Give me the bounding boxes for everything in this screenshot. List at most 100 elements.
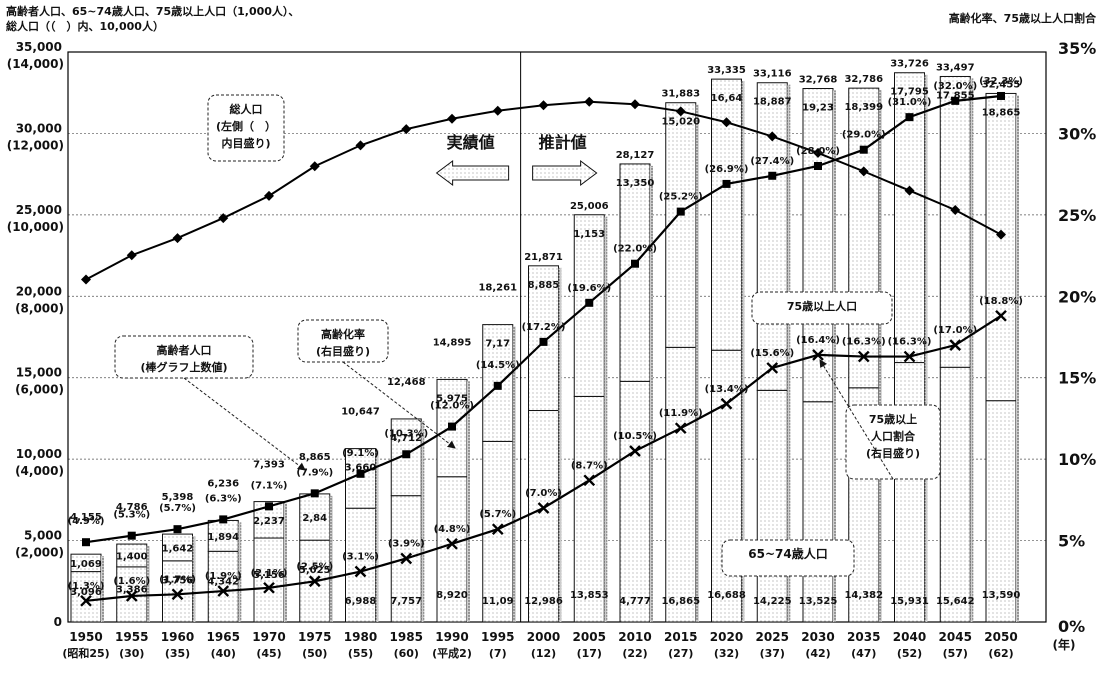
x-tick-label: 1995 <box>481 630 514 644</box>
bar-65-74-label: 15,642 <box>936 596 975 607</box>
x-tick-label-sub: (60) <box>394 647 419 660</box>
left-tick-label: 10,000 <box>16 447 62 461</box>
x-tick-label-sub: (47) <box>851 647 876 660</box>
bar-65-74 <box>345 507 376 623</box>
callout-box-over75-ratio <box>845 404 941 480</box>
over75-ratio-label: (17.0%) <box>933 325 977 336</box>
left-tick-label: 15,000 <box>16 366 62 380</box>
bar-total-label: 33,116 <box>753 69 792 80</box>
bar-75-plus <box>985 92 1017 402</box>
marker-total-population <box>630 99 640 110</box>
over75-ratio-label: (15.6%) <box>750 348 794 359</box>
x-tick-label: 1955 <box>115 630 148 644</box>
bar-65-74 <box>573 395 605 623</box>
right-tick-label: 30% <box>1058 124 1096 143</box>
bar-65-74-label: 14,225 <box>753 596 792 607</box>
bar-total-label: 18,261 <box>478 283 517 294</box>
bar-65-74-label: 7,757 <box>390 596 422 607</box>
marker-over75-ratio <box>308 575 321 588</box>
bar-shadow <box>924 74 928 623</box>
bar-65-74-label: 4,777 <box>619 596 651 607</box>
bar-65-74 <box>985 400 1017 623</box>
bar-75-plus <box>848 87 880 389</box>
bar-65-74-label: 4,342 <box>207 577 239 588</box>
marker-aging-rate <box>493 381 502 390</box>
right-tick-label: 15% <box>1058 369 1096 388</box>
x-tick-label-sub: (62) <box>988 647 1013 660</box>
over75-ratio-label: (18.8%) <box>979 296 1023 307</box>
callout-leader-aging-rate <box>342 361 456 449</box>
bar-65-74-label: 16,865 <box>661 596 700 607</box>
label-projection: 推計値 <box>539 133 587 152</box>
x-tick-label: 2050 <box>984 630 1017 644</box>
over75-ratio-label: (1.9%) <box>205 571 242 582</box>
bar-65-74-label: 11,09 <box>482 596 514 607</box>
x-tick-label-sub: (35) <box>165 647 190 660</box>
right-tick-label: 35% <box>1058 39 1096 58</box>
marker-total-population <box>767 131 778 142</box>
bar-75-plus <box>939 75 971 368</box>
aging-rate-label: (27.4%) <box>750 156 794 167</box>
left-tick-label: 5,000 <box>24 529 62 543</box>
bar-75-plus-label: 2,237 <box>253 516 285 527</box>
callout-leader-elderly-pop <box>183 377 306 471</box>
bar-total-label: 33,726 <box>890 59 929 70</box>
bar-65-74-label: 5,156 <box>253 570 285 581</box>
marker-total-population <box>492 105 503 116</box>
marker-over75-ratio <box>263 581 275 594</box>
bar-75-plus <box>756 82 788 391</box>
aging-rate-label: (32.0%) <box>933 81 977 92</box>
bar-75-plus-label: 1,894 <box>207 532 239 543</box>
bar-total-label: 32,768 <box>799 75 838 86</box>
bar-75-plus-label: 17,855 <box>936 90 975 101</box>
marker-total-population <box>126 250 137 261</box>
bar-65-74-label: 3,096 <box>70 587 102 598</box>
bar-65-74-label: 13,853 <box>570 590 609 601</box>
x-tick-label-sub: (57) <box>943 647 968 660</box>
left-tick-label-sub: (6,000) <box>15 383 64 397</box>
bar-total-label: 25,006 <box>570 201 609 212</box>
marker-aging-rate <box>82 538 90 547</box>
marker-aging-rate <box>631 259 639 268</box>
aging-rate-label: (4.9%) <box>68 516 105 527</box>
bar-total-label: 32,455 <box>982 79 1021 90</box>
marker-total-population <box>309 161 320 172</box>
marker-aging-rate <box>951 96 960 105</box>
bar-shadow <box>650 165 653 623</box>
x-tick-label: 2000 <box>527 630 560 644</box>
bar-shadow <box>284 503 287 622</box>
x-tick-label: 1990 <box>435 630 468 644</box>
callout-box-elderly-pop <box>114 335 254 379</box>
marker-total-population <box>172 233 183 244</box>
aging-rate-label: (25.2%) <box>659 192 703 203</box>
left-tick-label-sub: (8,000) <box>15 301 64 315</box>
bar-shadow <box>421 420 425 622</box>
marker-aging-rate <box>539 337 548 346</box>
x-tick-label-sub: (22) <box>622 647 647 660</box>
over75-ratio-label: (2.1%) <box>251 568 288 579</box>
x-tick-label-sub: (40) <box>211 647 236 660</box>
bar-65-74-label: 12,986 <box>524 596 563 607</box>
x-tick-label: 2030 <box>801 630 834 644</box>
left-axis-title-line1: 高齢者人口、65~74歳人口、75歳以上人口（1,000人）、 <box>6 5 300 18</box>
bar-75-plus <box>665 102 697 348</box>
bar-shadow <box>101 556 104 622</box>
marker-aging-rate <box>905 113 914 122</box>
callout-box-total-pop <box>207 94 285 162</box>
marker-over75-ratio <box>491 523 504 536</box>
bar-75-plus-label: 1,153 <box>573 229 605 240</box>
x-tick-label: 2025 <box>756 630 789 644</box>
marker-over75-ratio <box>446 537 458 550</box>
bar-total-label: 6,236 <box>207 478 239 489</box>
callout-text-over75-ratio: 人口割合 <box>871 429 916 443</box>
over75-ratio-label: (11.9%) <box>659 408 703 419</box>
x-tick-label-sub: (7) <box>489 647 507 660</box>
left-tick-label: 0 <box>54 615 62 629</box>
bar-75-plus-label: 3,660 <box>345 463 377 474</box>
aging-rate-label: (29.0%) <box>842 130 886 141</box>
callout-text-total-pop: 内目盛り) <box>221 136 270 150</box>
bar-75-plus-label: 19,23 <box>802 103 834 114</box>
bar-total-label: 33,497 <box>936 62 975 73</box>
bar-75-plus-label: 7,17 <box>485 339 510 350</box>
arrow-right-icon <box>532 160 598 186</box>
